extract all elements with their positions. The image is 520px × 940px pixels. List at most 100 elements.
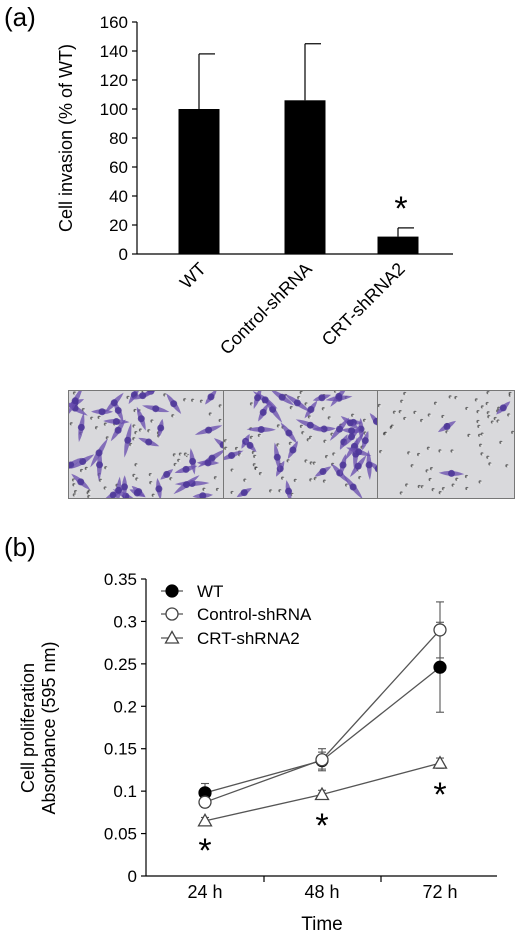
line-wt [204,666,441,794]
y-tick-label: 0 [119,245,128,264]
membrane-pore-highlight [184,399,187,402]
membrane-pore-highlight [477,411,481,414]
membrane-pore-highlight [185,453,188,456]
membrane-pore-highlight [150,482,153,485]
membrane-pore-highlight [86,467,89,471]
membrane-pore-highlight [335,391,338,393]
membrane-pore-highlight [135,464,139,467]
membrane-pore-highlight [172,415,175,418]
cell-nucleus [139,392,147,400]
y-tick-label: 0.25 [104,655,137,674]
membrane-pore-highlight [277,444,281,447]
membrane-pore-highlight [73,484,77,487]
membrane-pore-highlight [291,407,294,410]
membrane-pore-highlight [428,447,431,450]
membrane-pore-highlight [282,477,285,480]
cell-nucleus [145,438,153,446]
point-crt-shrna2 [432,755,448,769]
membrane-pore-highlight [310,479,313,482]
membrane-pore-highlight [260,473,263,476]
membrane-pore-highlight [401,400,404,403]
membrane-pore-highlight [414,411,418,415]
significance-star: * [433,776,446,814]
membrane-pore-highlight [148,430,151,433]
cell-nucleus [137,415,145,423]
cell-nucleus [109,491,117,498]
cell-nucleus [71,397,79,405]
cell-nucleus [320,425,328,433]
membrane-pore-highlight [480,481,483,484]
y-tick-label: 0 [128,867,137,886]
cell-nucleus [348,433,356,441]
membrane-pore-highlight [326,456,329,459]
point-crt-shrna2 [314,786,330,801]
micrograph-crt-shrna2 [377,390,515,499]
cell-nucleus [365,461,373,469]
membrane-pore-highlight [482,406,485,409]
membrane-pore-highlight [510,392,513,396]
membrane-pore-highlight [105,423,108,426]
membrane-pore-highlight [255,467,258,471]
membrane-pore-highlight [203,488,207,491]
cell-nucleus [346,419,354,427]
y-tick-label: 80 [109,129,128,148]
cell-nucleus [228,452,236,460]
membrane-pore-highlight [225,447,228,450]
membrane-pore-highlight [333,453,336,456]
membrane-pore-highlight [308,439,311,442]
membrane-pore-highlight [442,415,446,419]
membrane-pore-highlight [175,464,178,467]
membrane-pore-highlight [477,421,481,424]
membrane-pore-highlight [380,451,383,454]
membrane-pore-highlight [429,414,432,417]
cell-nucleus [77,478,85,486]
membrane-pore-highlight [451,450,455,453]
membrane-pore-highlight [254,455,257,459]
cell-nucleus [443,422,451,430]
membrane-pore-highlight [73,479,76,482]
membrane-pore-highlight [487,392,491,395]
invasion-bar-chart: 0 20 40 60 80 100 120 140 160 WT Control-shRNA * CRT… [56,13,453,358]
membrane-pore-highlight [251,436,254,440]
membrane-pore-highlight [100,479,103,482]
cell-nucleus [285,487,293,495]
membrane-pore-highlight [96,427,99,430]
membrane-pore-highlight [105,467,108,470]
membrane-pore-highlight [435,402,438,405]
membrane-pore-highlight [239,454,242,457]
membrane-pore-highlight [346,484,349,487]
membrane-pore-highlight [433,489,436,492]
point-control-shrna [198,795,212,809]
cell-nucleus [114,406,122,414]
membrane-pore-highlight [153,494,156,497]
membrane-pore-highlight [150,474,153,477]
membrane-pore-highlight [488,416,491,419]
cell-nucleus [114,426,122,434]
membrane-pore-highlight [278,425,281,428]
membrane-pore-highlight [259,434,262,438]
membrane-pore-highlight [489,463,493,466]
membrane-pore-highlight [231,491,235,495]
membrane-pore-highlight [385,432,388,435]
membrane-pore-highlight [481,453,485,456]
membrane-pore-highlight [427,470,430,473]
cell-nucleus [339,461,347,469]
cell-nucleus [246,441,254,449]
membrane-pore-highlight [170,478,174,481]
membrane-pore-highlight [301,425,304,429]
significance-star: * [315,807,328,845]
membrane-pore-highlight [225,440,228,443]
x-tick-label: 48 h [304,882,339,902]
legend-label: Control-shRNA [197,605,312,624]
significance-star: * [394,190,407,228]
cell-nucleus [306,421,314,429]
membrane-pore-highlight [140,429,143,432]
membrane-pore-highlight [309,416,312,419]
membrane-pore-highlight [476,399,479,402]
cell-nucleus [499,404,507,412]
cell-nucleus [289,446,297,454]
micrograph-wt [68,390,237,499]
membrane-pore-highlight [466,407,469,411]
cell-nucleus [79,458,87,466]
membrane-pore-highlight [315,478,318,481]
